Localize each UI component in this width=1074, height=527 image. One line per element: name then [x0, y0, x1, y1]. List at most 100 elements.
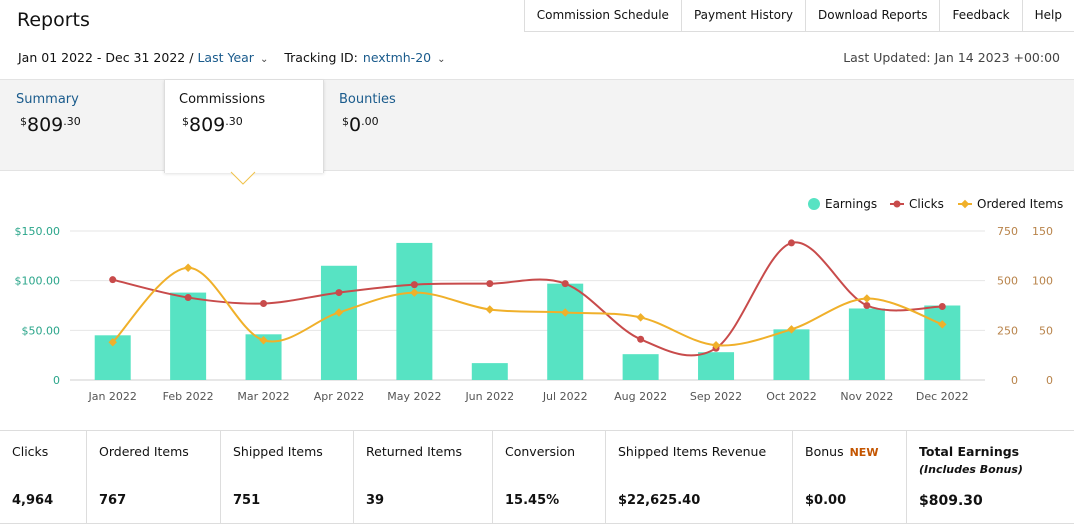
x-tick-label: Aug 2022 — [614, 390, 667, 403]
ordered-items-line — [111, 266, 943, 347]
clicks-point — [109, 276, 117, 284]
earnings-bar — [698, 352, 735, 380]
earnings-bar — [773, 329, 810, 380]
x-tick-label: Dec 2022 — [916, 390, 969, 403]
x-tick-label: Jun 2022 — [464, 390, 514, 403]
chart-lines — [108, 239, 947, 357]
tab-summary-value: $809.30 — [20, 114, 81, 136]
tab-summary[interactable]: Summary $809.30 — [0, 80, 164, 172]
nav-commission-schedule[interactable]: Commission Schedule — [525, 0, 682, 31]
page-title: Reports — [17, 9, 90, 31]
y-right-clicks-tick: 750 — [997, 225, 1018, 238]
x-tick-label: Sep 2022 — [690, 390, 742, 403]
y-left-tick: $100.00 — [15, 275, 61, 288]
y-right-items-tick: 150 — [1032, 225, 1053, 238]
legend-items-label: Ordered Items — [977, 197, 1063, 211]
y-right-items-tick: 50 — [1039, 324, 1053, 337]
clicks-point — [260, 300, 268, 308]
earnings-bar — [924, 305, 961, 380]
clicks-point — [561, 280, 569, 288]
earnings-chart: Earnings Clicks Ordered Items 0 0 0 $50.00 250… — [15, 171, 1063, 403]
tracking-label: Tracking ID: — [284, 50, 358, 65]
chevron-down-icon: ⌄ — [259, 54, 269, 65]
stat-shipped-revenue: Shipped Items Revenue $22,625.40 — [606, 431, 793, 523]
nav-help[interactable]: Help — [1034, 8, 1062, 22]
legend-earnings-marker — [808, 198, 820, 210]
chart-panel: Earnings Clicks Ordered Items 0 0 0 $50.00 250… — [0, 170, 1074, 432]
y-right-clicks-tick: 0 — [1011, 374, 1018, 387]
clicks-point — [787, 239, 795, 247]
date-separator: / — [189, 50, 194, 65]
nav-feedback[interactable]: Feedback — [940, 0, 1023, 31]
legend-clicks-label: Clicks — [909, 197, 944, 211]
ordered-items-point — [787, 325, 796, 334]
x-tick-label: May 2022 — [387, 390, 441, 403]
stats-row: Clicks 4,964 Ordered Items 767 Shipped I… — [0, 430, 1074, 524]
ordered-items-point — [334, 308, 344, 317]
stat-ordered-items: Ordered Items 767 — [87, 431, 221, 523]
y-left-tick: $150.00 — [15, 225, 61, 238]
clicks-line — [112, 241, 943, 357]
stat-bonus: Bonus NEW $0.00 — [793, 431, 907, 523]
last-updated: Last Updated: Jan 14 2023 +00:00 — [843, 50, 1060, 65]
stat-shipped-items: Shipped Items 751 — [221, 431, 354, 523]
tracking-id-dropdown[interactable]: nextmh-20 ⌄ — [363, 50, 446, 65]
legend-clicks-marker — [893, 200, 901, 208]
clicks-point — [184, 294, 192, 302]
tab-commissions-value: $809.30 — [182, 114, 243, 136]
ordered-items-point — [636, 313, 645, 322]
tracking-id-value: nextmh-20 — [362, 50, 432, 65]
ordered-items-point — [862, 294, 872, 303]
tab-bounties[interactable]: Bounties $0.00 — [322, 80, 482, 172]
stat-conversion: Conversion 15.45% — [493, 431, 606, 523]
ordered-items-point — [410, 288, 419, 297]
earnings-bar — [471, 363, 508, 380]
earnings-bar — [547, 283, 584, 380]
clicks-point — [938, 302, 946, 310]
stat-returned-items: Returned Items 39 — [354, 431, 493, 523]
ordered-items-point — [560, 308, 570, 317]
tab-commissions[interactable]: Commissions $809.30 — [164, 80, 324, 173]
active-tab-pointer — [230, 171, 256, 185]
chart-legend: Earnings Clicks Ordered Items — [808, 197, 1063, 211]
chart-ticks: 0 0 0 $50.00 250 50 $100.00 500 100 $150.00 750 150… — [15, 225, 1054, 403]
ordered-items-point — [183, 263, 193, 272]
filter-bar: Jan 01 2022 - Dec 31 2022 / Last Year ⌄ T… — [18, 50, 446, 65]
nav-payment-history[interactable]: Payment History — [682, 0, 806, 31]
y-left-tick: 0 — [53, 374, 60, 387]
x-tick-label: Apr 2022 — [314, 390, 365, 403]
earnings-bar — [170, 292, 207, 380]
x-tick-label: Mar 2022 — [237, 390, 289, 403]
x-tick-label: Feb 2022 — [163, 390, 214, 403]
y-right-items-tick: 100 — [1032, 275, 1053, 288]
stat-total-earnings: Total Earnings (Includes Bonus) $809.30 — [919, 444, 1023, 509]
earnings-bar — [848, 308, 885, 380]
y-right-clicks-tick: 500 — [997, 275, 1018, 288]
tab-bounties-value: $0.00 — [342, 114, 379, 136]
ordered-items-point — [108, 338, 117, 347]
earnings-bar — [320, 265, 357, 380]
ordered-items-point — [485, 305, 495, 314]
date-range: Jan 01 2022 - Dec 31 2022 — [18, 50, 186, 65]
legend-earnings-label: Earnings — [825, 197, 877, 211]
clicks-point — [863, 302, 871, 309]
y-right-items-tick: 0 — [1046, 374, 1053, 387]
nav-download-reports[interactable]: Download Reports — [806, 0, 941, 31]
x-tick-label: Jan 2022 — [87, 390, 136, 403]
new-badge: NEW — [849, 446, 879, 459]
stat-clicks: Clicks 4,964 — [0, 431, 87, 523]
tab-summary-label: Summary — [16, 92, 79, 107]
earnings-bar — [622, 354, 659, 380]
top-nav: Commission Schedule Payment History Down… — [523, 0, 1074, 32]
clicks-point — [486, 280, 494, 288]
y-right-clicks-tick: 250 — [997, 324, 1018, 337]
earnings-bar — [396, 242, 433, 380]
period-dropdown[interactable]: Last Year ⌄ — [197, 50, 268, 65]
clicks-point — [637, 335, 645, 343]
earnings-bars — [94, 242, 961, 380]
x-tick-label: Oct 2022 — [766, 390, 817, 403]
chart-grid — [70, 230, 985, 381]
x-tick-label: Jul 2022 — [542, 390, 588, 403]
tab-commissions-label: Commissions — [179, 92, 266, 107]
x-tick-label: Nov 2022 — [840, 390, 893, 403]
